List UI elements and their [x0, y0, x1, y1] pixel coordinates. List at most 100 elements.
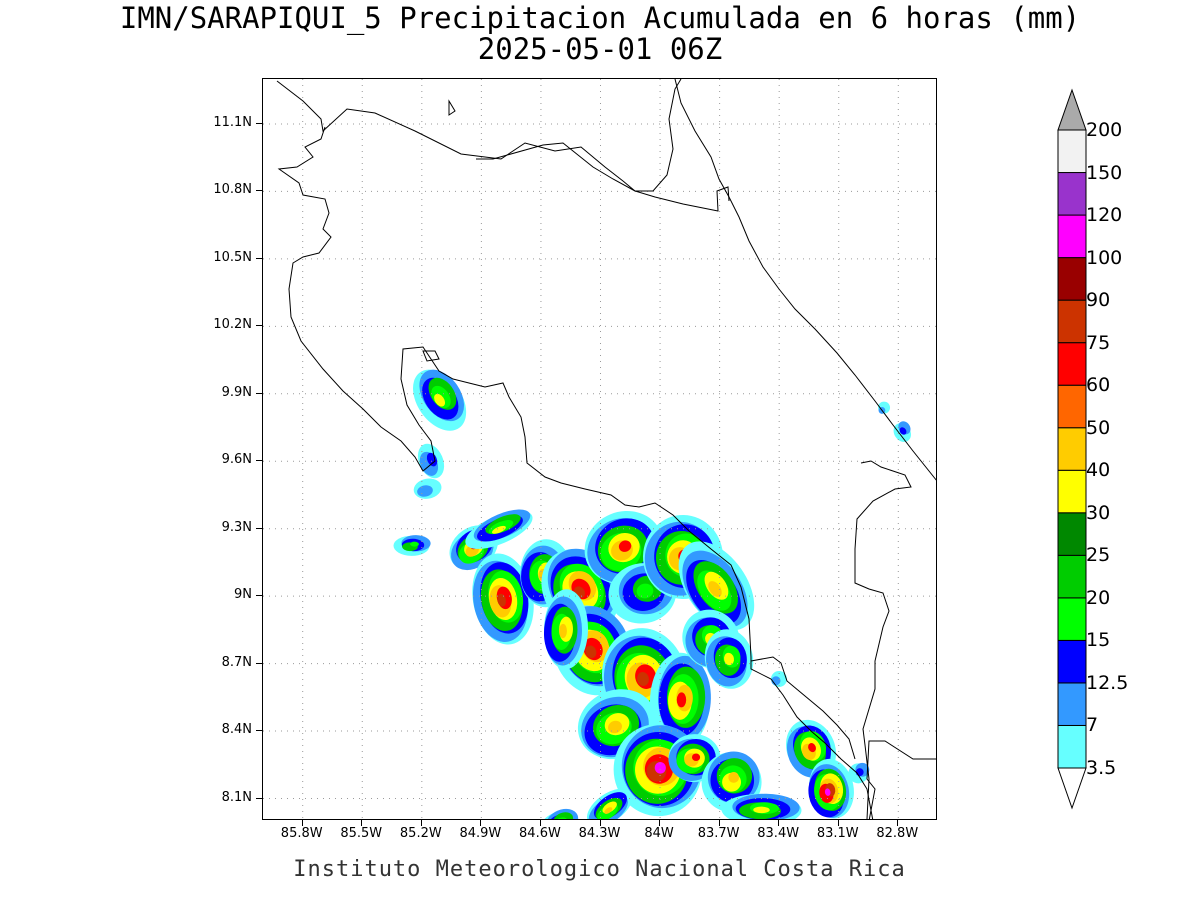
- island: [448, 99, 456, 116]
- panama-coast: [866, 740, 936, 819]
- colorbar-segment: [1057, 384, 1087, 429]
- rain-cell: [668, 734, 721, 783]
- colorbar-level-label: 25: [1086, 544, 1111, 567]
- lon-tick-label: 82.8W: [876, 826, 919, 841]
- lat-tick: [256, 797, 262, 799]
- lon-tick-label: 85.8W: [280, 826, 323, 841]
- colorbar-above-triangle: [1057, 88, 1087, 131]
- rain-cell: [543, 589, 589, 670]
- lon-tick-label: 84W: [644, 826, 674, 841]
- lon-tick: [837, 820, 839, 826]
- lon-tick-label: 85.5W: [340, 826, 383, 841]
- lon-tick: [361, 820, 363, 826]
- lat-tick-label: 9N: [234, 587, 252, 603]
- colorbar-segment: [1057, 512, 1087, 556]
- rain-cell: [472, 553, 534, 645]
- colorbar-level-label: 30: [1086, 501, 1111, 524]
- lat-tick-label: 9.9N: [221, 384, 252, 400]
- rain-cell: [413, 369, 467, 431]
- lon-tick: [718, 820, 720, 826]
- colorbar-segment: [1057, 172, 1087, 216]
- rain-cell: [413, 478, 442, 499]
- colorbar-level-label: 20: [1086, 586, 1111, 609]
- lat-tick: [256, 527, 262, 529]
- colorbar-segment: [1057, 682, 1087, 726]
- border-panama: [854, 460, 912, 819]
- lat-tick-label: 9.6N: [221, 452, 252, 468]
- lon-tick: [659, 820, 661, 826]
- colorbar-level-label: 40: [1086, 459, 1111, 482]
- lon-tick: [897, 820, 899, 826]
- colorbar-segment: [1057, 214, 1087, 259]
- pacific-coast: [277, 126, 874, 819]
- colorbar-segment: [1057, 129, 1087, 174]
- colorbar-level-label: 12.5: [1086, 671, 1129, 694]
- rain-cell: [465, 509, 533, 549]
- colorbar-segment: [1057, 639, 1087, 684]
- lon-tick-label: 84.3W: [578, 826, 621, 841]
- rain-cell: [393, 535, 431, 556]
- lon-tick-label: 83.4W: [757, 826, 800, 841]
- precipitation-field: [393, 369, 911, 819]
- golfo-dulce: [750, 656, 856, 760]
- coastline: [276, 79, 682, 192]
- rain-cell: [721, 793, 802, 819]
- colorbar-segment: [1057, 724, 1087, 769]
- caribbean-coast: [674, 79, 936, 481]
- rain-cell: [701, 751, 762, 813]
- credit-text: Instituto Meteorologico Nacional Costa R…: [293, 857, 906, 882]
- lat-tick-label: 8.7N: [221, 654, 252, 670]
- precipitation-map: [262, 78, 937, 820]
- colorbar-level-label: 120: [1086, 204, 1123, 227]
- lon-tick-label: 84.9W: [459, 826, 502, 841]
- lat-tick: [256, 460, 262, 462]
- map-title: IMN/SARAPIQUI_5 Precipitacion Acumulada …: [119, 1, 1081, 35]
- map-canvas: [263, 79, 936, 819]
- lat-tick-label: 9.3N: [221, 519, 252, 535]
- rain-cell: [808, 758, 854, 819]
- map-grid: [263, 79, 936, 819]
- colorbar-level-label: 50: [1086, 416, 1111, 439]
- colorbar-level-label: 60: [1086, 374, 1111, 397]
- lat-tick-label: 10.8N: [213, 182, 252, 198]
- rain-cell: [893, 421, 911, 442]
- colorbar-level-label: 7: [1086, 714, 1099, 737]
- lat-tick: [256, 662, 262, 664]
- lat-tick: [256, 190, 262, 192]
- lon-tick-label: 83.1W: [816, 826, 859, 841]
- rain-cell: [848, 762, 870, 784]
- colorbar-level-label: 3.5: [1086, 757, 1117, 779]
- colorbar-below-triangle: [1057, 767, 1087, 810]
- rain-cell: [586, 788, 633, 819]
- lat-tick-label: 11.1N: [213, 114, 252, 130]
- colorbar-segment: [1057, 469, 1087, 514]
- colorbar-level-label: 15: [1086, 629, 1111, 652]
- colorbar-level-label: 75: [1086, 331, 1111, 354]
- rain-cell: [704, 629, 754, 689]
- colorbar-level-label: 90: [1086, 289, 1111, 312]
- lat-tick-label: 8.4N: [221, 722, 252, 738]
- lon-tick-label: 85.2W: [399, 826, 442, 841]
- colorbar-level-label: 150: [1086, 161, 1123, 184]
- colorbar-level-label: 100: [1086, 246, 1123, 269]
- colorbar-level-label: 200: [1086, 119, 1123, 141]
- colorbar-segment: [1057, 597, 1087, 641]
- lon-tick: [778, 820, 780, 826]
- colorbar-segment: [1057, 299, 1087, 344]
- rain-cell: [539, 808, 579, 819]
- island: [422, 350, 440, 362]
- lon-tick: [539, 820, 541, 826]
- lat-tick: [256, 122, 262, 124]
- colorbar: [1057, 88, 1087, 810]
- colorbar-segment: [1057, 342, 1087, 386]
- lon-tick: [301, 820, 303, 826]
- colorbar-segment: [1057, 257, 1087, 301]
- coastlines-and-borders: [276, 79, 936, 819]
- lon-tick-label: 84.6W: [519, 826, 561, 841]
- colorbar-segment: [1057, 427, 1087, 471]
- lat-tick-label: 8.1N: [221, 789, 252, 805]
- lat-tick: [256, 325, 262, 327]
- rain-cell: [678, 541, 755, 631]
- lon-tick: [480, 820, 482, 826]
- lon-tick: [420, 820, 422, 826]
